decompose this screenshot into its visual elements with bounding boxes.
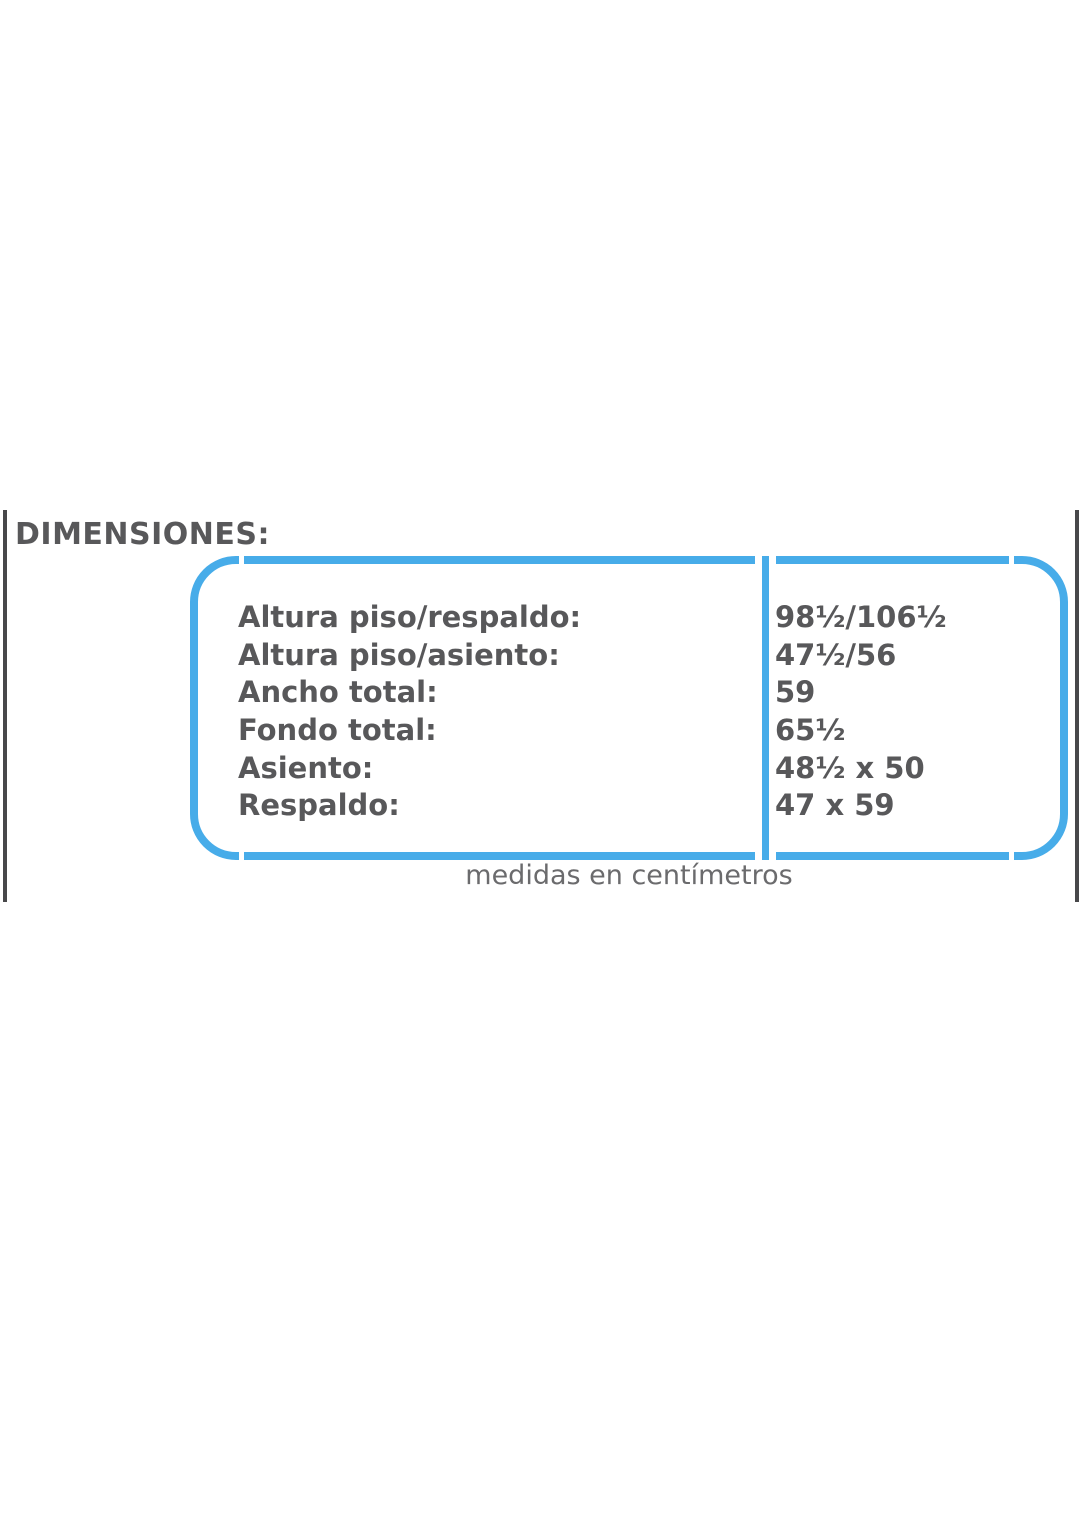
dimension-label: Asiento: <box>238 750 374 785</box>
table-row: Altura piso/respaldo: 98½/106½ <box>238 599 1038 637</box>
border-gap <box>1009 554 1014 565</box>
dimension-value: 98½/106½ <box>775 600 947 634</box>
dimensions-box <box>190 556 1068 860</box>
dimension-value: 59 <box>775 675 816 710</box>
dimension-label: Ancho total: <box>238 675 438 710</box>
border-gap <box>239 851 244 862</box>
table-row: Fondo total: 65½ <box>238 712 1038 750</box>
dimension-label: Altura piso/asiento: <box>238 637 560 672</box>
border-gap <box>1009 851 1014 862</box>
section-title: DIMENSIONES: <box>15 517 270 552</box>
table-row: Respaldo: 47 x 59 <box>238 787 1038 825</box>
dimension-value: 47½/56 <box>775 637 897 672</box>
units-note: medidas en centímetros <box>465 860 793 891</box>
dimension-label: Fondo total: <box>238 713 437 748</box>
right-edge-border <box>1075 510 1079 902</box>
dimension-value: 65½ <box>775 713 846 748</box>
table-row: Altura piso/asiento: 47½/56 <box>238 637 1038 675</box>
dimension-value: 48½ x 50 <box>775 750 925 785</box>
dimensions-table: Altura piso/respaldo: 98½/106½ Altura pi… <box>238 599 1038 825</box>
table-row: Ancho total: 59 <box>238 674 1038 712</box>
table-row: Asiento: 48½ x 50 <box>238 750 1038 788</box>
column-divider <box>762 556 769 860</box>
dimension-label: Altura piso/respaldo: <box>238 600 582 634</box>
dimension-value: 47 x 59 <box>775 788 895 823</box>
left-edge-border <box>3 510 7 902</box>
border-gap <box>239 554 244 565</box>
dimension-label: Respaldo: <box>238 788 400 823</box>
